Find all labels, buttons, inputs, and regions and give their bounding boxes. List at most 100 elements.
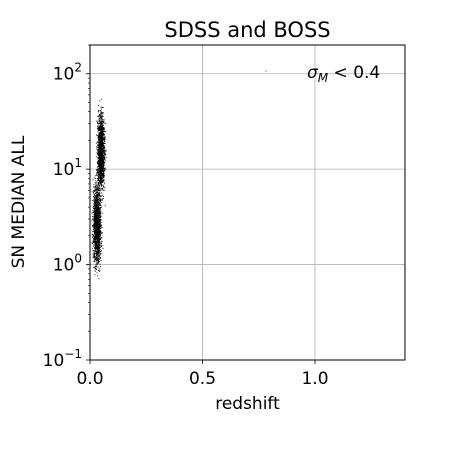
scatter-point (103, 127, 105, 129)
scatter-point (98, 187, 100, 189)
scatter-point (95, 200, 97, 202)
scatter-point (102, 129, 104, 131)
scatter-point (95, 183, 97, 185)
scatter-point (93, 219, 95, 221)
scatter-point (103, 153, 105, 155)
scatter-point (103, 148, 105, 150)
scatter-point (94, 268, 96, 270)
scatter-point (104, 157, 106, 159)
scatter-point (95, 231, 97, 233)
scatter-point (97, 135, 99, 137)
scatter-point (95, 201, 97, 203)
scatter-point (94, 225, 95, 227)
scatter-point (100, 110, 102, 112)
scatter-point (93, 189, 95, 191)
scatter-point (101, 162, 103, 164)
scatter-point (97, 188, 99, 190)
scatter-point (98, 116, 100, 117)
scatter-point (98, 178, 99, 179)
scatter-point (97, 215, 99, 217)
scatter-point (102, 131, 104, 133)
scatter-point (98, 260, 100, 262)
scatter-point (102, 199, 103, 201)
scatter-point (91, 248, 93, 250)
scatter-point (99, 196, 101, 197)
scatter-point (101, 205, 103, 207)
scatter-point (104, 139, 106, 141)
scatter-point (97, 233, 99, 235)
scatter-point (92, 205, 94, 207)
scatter-point (96, 220, 98, 222)
scatter-point (102, 232, 103, 234)
scatter-point (101, 148, 103, 150)
scatter-point (94, 244, 96, 246)
scatter-point (100, 226, 102, 228)
scatter-point (94, 249, 96, 251)
scatter-point (95, 227, 97, 229)
scatter-point (98, 134, 100, 136)
scatter-point (94, 228, 96, 230)
scatter-point (97, 163, 99, 165)
scatter-point (102, 149, 104, 151)
scatter-point (100, 183, 102, 185)
scatter-point (100, 121, 102, 123)
scatter-point (101, 137, 103, 139)
scatter-point (97, 191, 98, 193)
scatter-point (103, 174, 104, 176)
scatter-point (98, 138, 100, 140)
scatter-point (101, 182, 103, 184)
scatter-point (103, 150, 105, 152)
scatter-point (93, 235, 95, 237)
scatter-point (98, 215, 100, 217)
scatter-point (94, 257, 96, 259)
scatter-point (92, 234, 94, 236)
scatter-point (100, 164, 102, 166)
scatter-point (102, 137, 104, 139)
scatter-point (93, 205, 95, 207)
scatter-point (97, 223, 99, 224)
scatter-point (96, 225, 98, 227)
scatter-point (99, 187, 101, 189)
scatter-point (98, 248, 100, 250)
scatter-point (94, 241, 96, 243)
scatter-point (95, 203, 97, 205)
scatter-point (99, 174, 101, 176)
scatter-point (96, 221, 98, 222)
scatter-point (100, 114, 102, 116)
scatter-point (96, 223, 98, 225)
scatter-point (103, 133, 105, 135)
scatter-point (95, 241, 97, 243)
scatter-point (104, 183, 106, 185)
scatter-point (99, 171, 101, 173)
scatter-point (96, 120, 98, 122)
scatter-point (97, 259, 98, 261)
scatter-point (96, 229, 98, 231)
scatter-point (97, 146, 99, 148)
scatter-point (103, 189, 105, 191)
scatter-point (97, 228, 99, 230)
scatter-point (102, 136, 104, 138)
scatter-point (95, 218, 97, 219)
scatter-point (102, 198, 104, 200)
scatter-point (97, 199, 99, 201)
scatter-point (96, 120, 98, 122)
scatter-point (103, 134, 105, 136)
scatter-point (99, 143, 101, 145)
scatter-point (97, 228, 99, 230)
y-ticks: 10−1 100 101 102 (43, 44, 90, 371)
scatter-point (101, 142, 103, 144)
scatter-point (99, 247, 100, 249)
scatter-point (96, 225, 98, 227)
scatter-point (102, 176, 104, 178)
scatter-point (97, 152, 99, 154)
scatter-point (99, 169, 101, 171)
scatter-point (95, 199, 97, 201)
scatter-point (97, 133, 99, 135)
scatter-point (101, 140, 103, 142)
scatter-point (104, 168, 106, 170)
scatter-point (101, 153, 103, 155)
scatter-point (97, 218, 99, 220)
scatter-point (97, 190, 99, 192)
scatter-point (98, 142, 100, 144)
scatter-point (100, 260, 102, 261)
